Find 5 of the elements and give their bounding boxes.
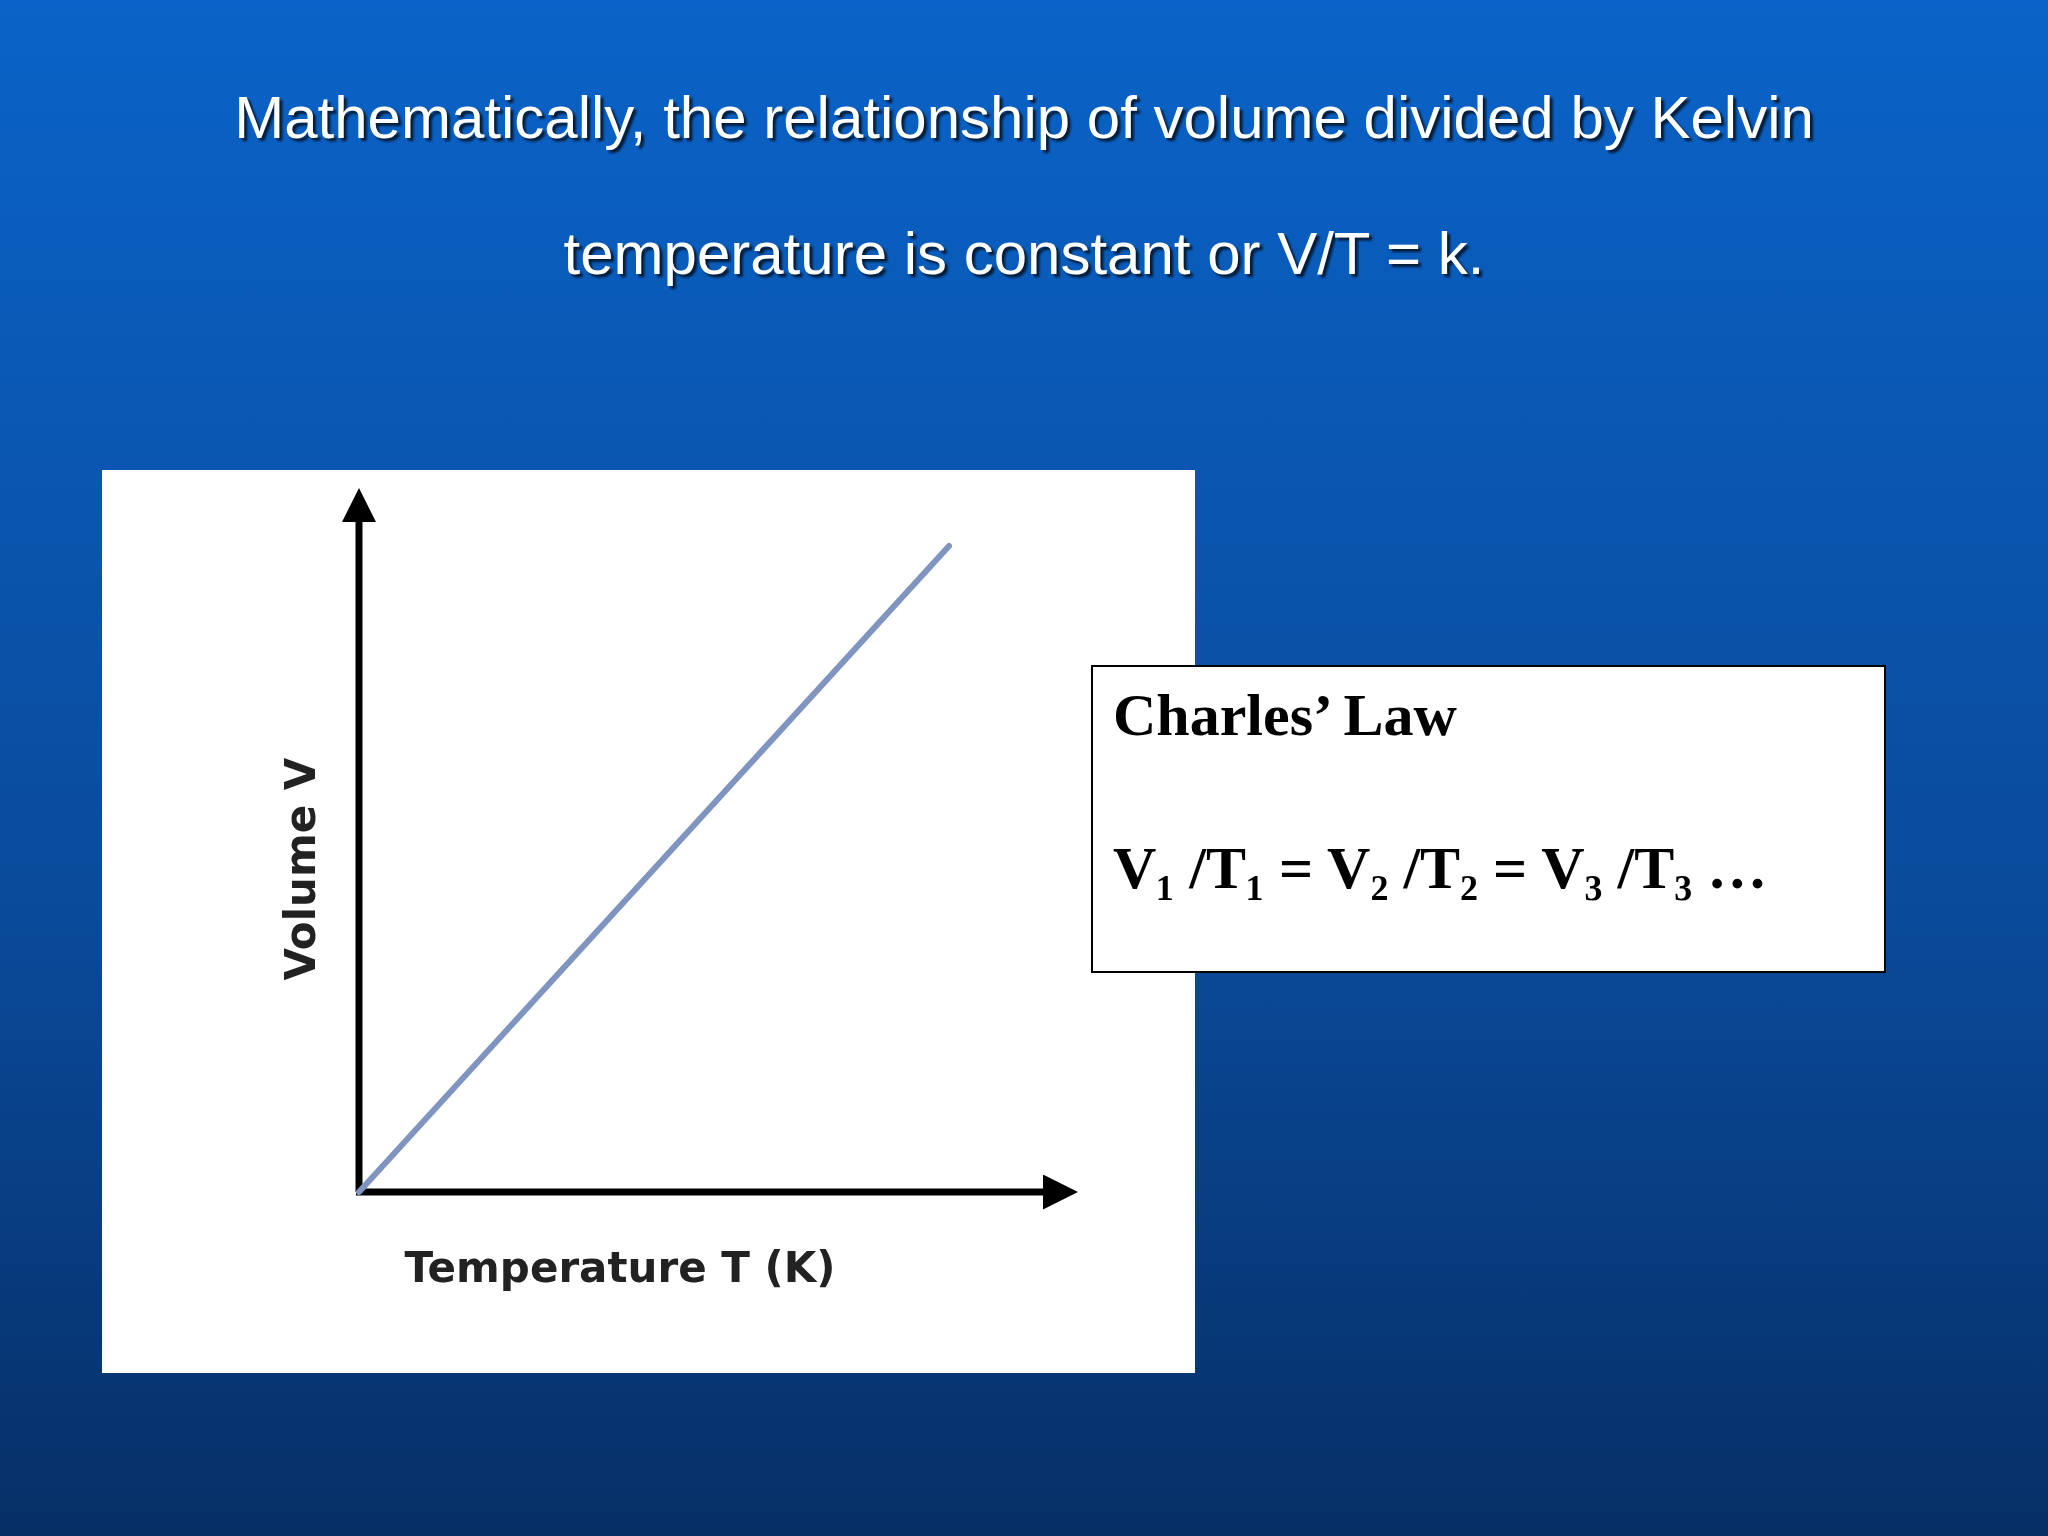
- chart-title: Mathematically, the relationship of volume divided by Kelvin temperature is constant or V/T = k.: [234, 84, 1814, 287]
- y-axis-title: Volume V: [276, 757, 325, 981]
- x-axis-title: Temperature T (K): [404, 1243, 836, 1292]
- text: Charles’ Law: [1113, 682, 1458, 748]
- annotation: V₁ /T₁ = V₂ /T₂ = V₃ /T₃ …: [1113, 835, 1768, 901]
